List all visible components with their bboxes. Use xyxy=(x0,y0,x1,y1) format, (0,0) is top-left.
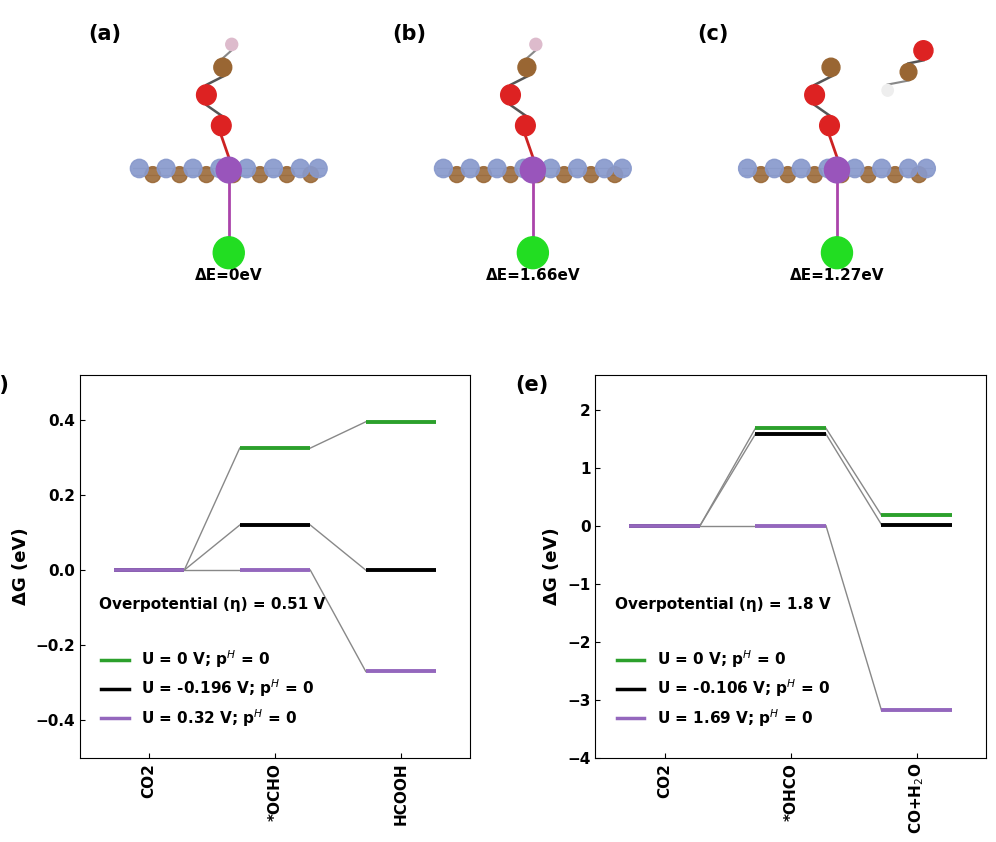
Circle shape xyxy=(517,237,549,269)
Circle shape xyxy=(309,159,327,178)
Circle shape xyxy=(515,159,533,178)
Circle shape xyxy=(596,159,614,178)
Circle shape xyxy=(584,167,599,183)
Text: (c): (c) xyxy=(697,24,728,45)
Circle shape xyxy=(503,167,518,183)
Circle shape xyxy=(819,159,837,178)
Circle shape xyxy=(825,157,850,183)
Circle shape xyxy=(807,167,823,183)
Circle shape xyxy=(238,159,256,178)
Text: Overpotential (η) = 1.8 V: Overpotential (η) = 1.8 V xyxy=(615,597,831,612)
Circle shape xyxy=(449,167,464,183)
Text: (b): (b) xyxy=(392,24,426,45)
Circle shape xyxy=(911,167,926,183)
Circle shape xyxy=(834,167,850,183)
Circle shape xyxy=(476,167,491,183)
Circle shape xyxy=(530,167,545,183)
Circle shape xyxy=(265,159,283,178)
Circle shape xyxy=(914,40,933,61)
Circle shape xyxy=(805,85,825,105)
Circle shape xyxy=(279,167,295,183)
Circle shape xyxy=(899,159,917,178)
Text: Overpotential (η) = 0.51 V: Overpotential (η) = 0.51 V xyxy=(100,597,326,612)
Circle shape xyxy=(822,58,840,77)
Circle shape xyxy=(753,167,769,183)
Circle shape xyxy=(216,157,241,183)
Circle shape xyxy=(887,167,902,183)
Circle shape xyxy=(434,159,452,178)
Circle shape xyxy=(900,63,917,81)
Circle shape xyxy=(516,115,535,136)
Circle shape xyxy=(608,167,622,183)
Circle shape xyxy=(171,167,187,183)
Circle shape xyxy=(780,167,796,183)
Circle shape xyxy=(145,167,160,183)
Circle shape xyxy=(520,157,546,183)
Text: ΔE=1.66eV: ΔE=1.66eV xyxy=(485,269,581,283)
Circle shape xyxy=(501,85,520,105)
Circle shape xyxy=(252,167,268,183)
Circle shape xyxy=(557,167,572,183)
Circle shape xyxy=(765,159,783,178)
Circle shape xyxy=(292,159,309,178)
Circle shape xyxy=(226,38,238,51)
Circle shape xyxy=(792,159,810,178)
Y-axis label: ΔG (eV): ΔG (eV) xyxy=(12,528,30,605)
Circle shape xyxy=(739,159,757,178)
Circle shape xyxy=(614,159,631,178)
Circle shape xyxy=(518,58,536,77)
Circle shape xyxy=(157,159,175,178)
Circle shape xyxy=(846,159,864,178)
Legend: U = 0 V; p$^{H}$ = 0, U = -0.196 V; p$^{H}$ = 0, U = 0.32 V; p$^{H}$ = 0: U = 0 V; p$^{H}$ = 0, U = -0.196 V; p$^{… xyxy=(96,642,321,735)
Text: (d): (d) xyxy=(0,375,9,395)
Circle shape xyxy=(184,159,202,178)
Text: (e): (e) xyxy=(515,375,549,395)
Y-axis label: ΔG (eV): ΔG (eV) xyxy=(544,528,562,605)
Text: ΔE=1.27eV: ΔE=1.27eV xyxy=(790,269,884,283)
Circle shape xyxy=(198,167,214,183)
Circle shape xyxy=(214,58,232,77)
Circle shape xyxy=(872,159,890,178)
Circle shape xyxy=(303,167,319,183)
Circle shape xyxy=(569,159,587,178)
Text: ΔE=0eV: ΔE=0eV xyxy=(195,269,263,283)
Circle shape xyxy=(488,159,506,178)
Circle shape xyxy=(196,85,216,105)
Circle shape xyxy=(225,167,241,183)
Circle shape xyxy=(211,115,231,136)
Circle shape xyxy=(211,159,229,178)
Circle shape xyxy=(820,115,840,136)
Circle shape xyxy=(861,167,876,183)
Circle shape xyxy=(917,159,935,178)
Circle shape xyxy=(213,237,244,269)
Circle shape xyxy=(130,159,148,178)
Circle shape xyxy=(822,237,853,269)
Circle shape xyxy=(530,38,542,51)
Legend: U = 0 V; p$^{H}$ = 0, U = -0.106 V; p$^{H}$ = 0, U = 1.69 V; p$^{H}$ = 0: U = 0 V; p$^{H}$ = 0, U = -0.106 V; p$^{… xyxy=(611,642,837,735)
Circle shape xyxy=(882,84,893,96)
Circle shape xyxy=(542,159,560,178)
Text: (a): (a) xyxy=(89,24,122,45)
Circle shape xyxy=(461,159,479,178)
